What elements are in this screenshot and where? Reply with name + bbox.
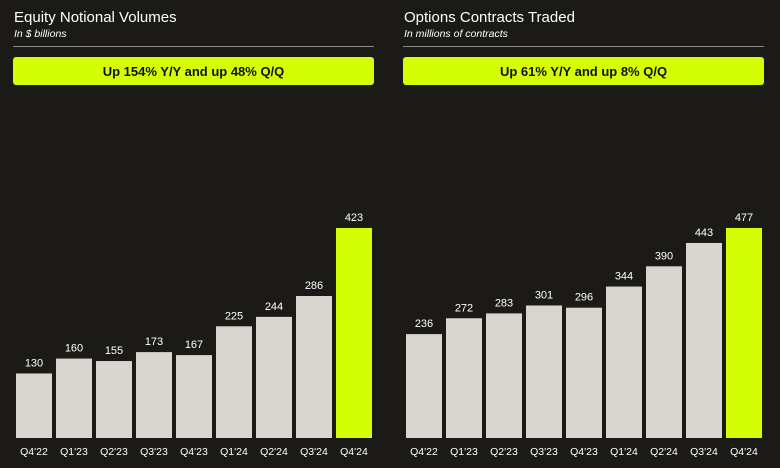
data-label: 477 [735,212,753,224]
data-label: 244 [265,301,283,313]
bar-q124 [606,286,642,438]
data-label: 301 [535,289,553,301]
x-tick-label: Q2'23 [100,446,128,458]
x-tick-label: Q1'23 [60,446,88,458]
x-tick-label: Q4'23 [570,446,598,458]
data-label: 173 [145,336,163,348]
bar-q224 [256,316,292,438]
chart-subtitle: In millions of contracts [404,28,508,40]
bar-q223 [486,313,522,438]
data-label: 160 [65,343,83,355]
bar-q224 [646,266,682,438]
growth-banner: Up 61% Y/Y and up 8% Q/Q [403,57,764,85]
x-tick-label: Q3'24 [300,446,328,458]
equity-volume-panel: Equity Notional Volumes In $ billions Up… [13,0,375,468]
x-tick-label: Q4'22 [410,446,438,458]
chart-subtitle: In $ billions [14,28,67,40]
x-tick-label: Q2'24 [260,446,288,458]
bar-q223 [96,361,132,438]
bar-q422 [16,373,52,438]
bar-q323 [526,305,562,438]
bar-q423 [566,307,602,438]
x-tick-label: Q1'24 [610,446,638,458]
data-label: 236 [415,318,433,330]
data-label: 296 [575,292,593,304]
data-label: 423 [345,212,363,224]
chart-title: Options Contracts Traded [404,9,575,26]
x-tick-label: Q4'23 [180,446,208,458]
bar-q123 [446,318,482,438]
data-label: 155 [105,345,123,357]
equity-volume-bar-chart: 130 Q4'22 160 Q1'23 155 Q2'23 173 Q3'23 167 Q4'23… [16,212,372,458]
bar-q424 [726,228,762,438]
data-label: 130 [25,357,43,369]
title-divider [13,46,374,47]
chart-title: Equity Notional Volumes [14,9,177,26]
data-label: 272 [455,302,473,314]
x-tick-label: Q3'23 [530,446,558,458]
bar-q124 [216,326,252,438]
x-tick-label: Q3'24 [690,446,718,458]
x-tick-label: Q2'24 [650,446,678,458]
x-tick-label: Q2'23 [490,446,518,458]
data-label: 286 [305,280,323,292]
growth-banner: Up 154% Y/Y and up 48% Q/Q [13,57,374,85]
bar-q424 [336,228,372,438]
x-tick-label: Q1'24 [220,446,248,458]
bar-q323 [136,352,172,438]
data-label: 283 [495,297,513,309]
x-tick-label: Q4'24 [730,446,758,458]
title-divider [403,46,764,47]
data-label: 443 [695,227,713,239]
data-label: 167 [185,339,203,351]
bar-q422 [406,334,442,438]
x-tick-label: Q4'22 [20,446,48,458]
bar-q423 [176,355,212,438]
options-contracts-panel: Options Contracts Traded In millions of … [403,0,765,468]
data-label: 390 [655,250,673,262]
bar-q324 [296,296,332,438]
data-label: 225 [225,310,243,322]
x-tick-label: Q3'23 [140,446,168,458]
data-label: 344 [615,271,633,283]
bar-q324 [686,242,722,438]
x-tick-label: Q4'24 [340,446,368,458]
options-contracts-bar-chart: 236 Q4'22 272 Q1'23 283 Q2'23 301 Q3'23 296 Q4'23… [406,212,762,458]
x-tick-label: Q1'23 [450,446,478,458]
bar-q123 [56,358,92,438]
